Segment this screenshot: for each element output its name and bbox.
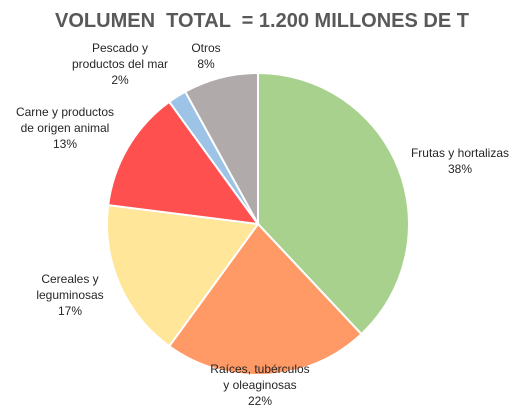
slice-label-carne: Carne y productos de origen animal 13%: [5, 104, 125, 152]
slice-label-carne-line1: Carne y productos: [15, 105, 115, 119]
pie-slices: [106, 71, 410, 376]
slice-label-cereales-line1: Cereales y: [41, 272, 99, 286]
slice-label-cereales-line2: leguminosas: [36, 288, 104, 302]
slice-label-cereales: Cereales y leguminosas 17%: [20, 271, 120, 319]
slice-label-raices-value: 22%: [247, 394, 273, 408]
pie-slice-frutas: [257, 71, 410, 336]
pie-slice-carne: [107, 100, 261, 226]
slice-label-frutas-value: 38%: [447, 162, 473, 176]
slice-label-pescado-line2: productos del mar: [71, 57, 169, 71]
slice-label-otros-value: 8%: [197, 57, 215, 71]
slice-label-raices: Raíces, tubérculos y oleaginosas 22%: [200, 361, 320, 409]
pie-slice-cereales: [106, 203, 260, 348]
slice-label-carne-line2: de origen animal: [20, 121, 110, 135]
slice-label-otros-line1: Otros: [191, 41, 221, 55]
chart-title: VOLUMEN TOTAL = 1.200 MILLONES DE T: [0, 10, 524, 33]
pie-slice-raices: [167, 222, 363, 376]
slice-label-cereales-value: 17%: [57, 304, 83, 318]
slice-label-raices-line2: y oleaginosas: [223, 378, 297, 392]
slice-label-pescado-line1: Pescado y: [91, 41, 149, 55]
slice-label-frutas: Frutas y hortalizas 38%: [400, 145, 520, 177]
slice-label-raices-line1: Raíces, tubérculos: [210, 362, 310, 376]
slice-label-frutas-line1: Frutas y hortalizas: [410, 146, 510, 160]
pie-slice-otros: [183, 71, 259, 225]
slice-label-otros: Otros 8%: [176, 40, 236, 72]
slice-label-pescado: Pescado y productos del mar 2%: [60, 40, 180, 88]
slice-label-carne-value: 13%: [52, 137, 78, 151]
chart-title-text: VOLUMEN TOTAL = 1.200 MILLONES DE T: [55, 10, 469, 32]
slice-label-pescado-value: 2%: [111, 73, 129, 87]
